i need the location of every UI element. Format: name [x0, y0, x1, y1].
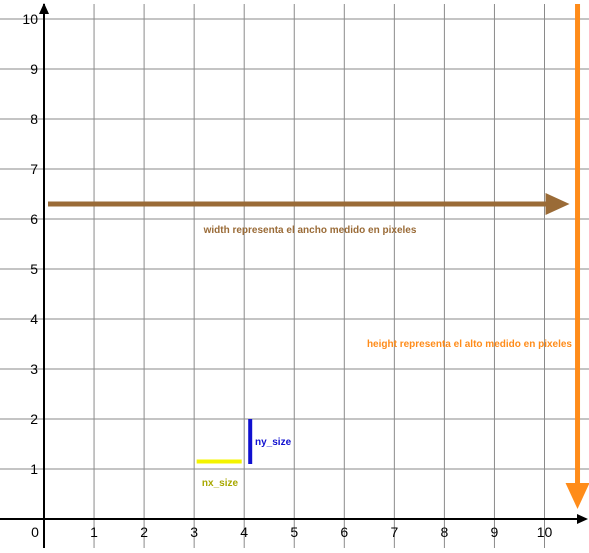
width-arrowhead-icon [545, 193, 570, 215]
y-tick-label: 2 [30, 411, 38, 427]
y-tick-label: 10 [22, 11, 38, 27]
x-tick-label: 1 [90, 524, 98, 540]
y-tick-label: 8 [30, 111, 38, 127]
y-tick-label: 6 [30, 211, 38, 227]
y-tick-label: 7 [30, 161, 38, 177]
y-tick-label: 9 [30, 61, 38, 77]
y-tick-label: 1 [30, 461, 38, 477]
x-tick-label: 10 [537, 524, 553, 540]
x-tick-label: 6 [340, 524, 348, 540]
grid [0, 4, 589, 548]
y-tick-label: 3 [30, 361, 38, 377]
y-tick-label: 5 [30, 261, 38, 277]
x-axis-arrowhead-icon [577, 514, 588, 524]
x-tick-label: 3 [190, 524, 198, 540]
nx-size-label: nx_size [202, 478, 239, 489]
x-tick-labels: 0 1 2 3 4 5 6 7 8 9 10 [31, 524, 552, 540]
ny-size-label: ny_size [255, 437, 292, 448]
axes [0, 3, 588, 548]
y-axis-arrowhead-icon [39, 3, 49, 14]
x-tick-label: 5 [290, 524, 298, 540]
x-tick-label: 0 [31, 524, 39, 540]
x-tick-label: 9 [491, 524, 499, 540]
height-arrowhead-icon [565, 483, 589, 509]
y-tick-label: 4 [30, 311, 38, 327]
x-tick-label: 8 [441, 524, 449, 540]
x-tick-label: 7 [390, 524, 398, 540]
x-tick-label: 4 [240, 524, 248, 540]
y-tick-labels: 1 2 3 4 5 6 7 8 9 10 [22, 11, 38, 477]
x-tick-label: 2 [140, 524, 148, 540]
height-label: height representa el alto medido en pixe… [367, 339, 572, 350]
width-label: width representa el ancho medido en pixe… [203, 225, 417, 236]
